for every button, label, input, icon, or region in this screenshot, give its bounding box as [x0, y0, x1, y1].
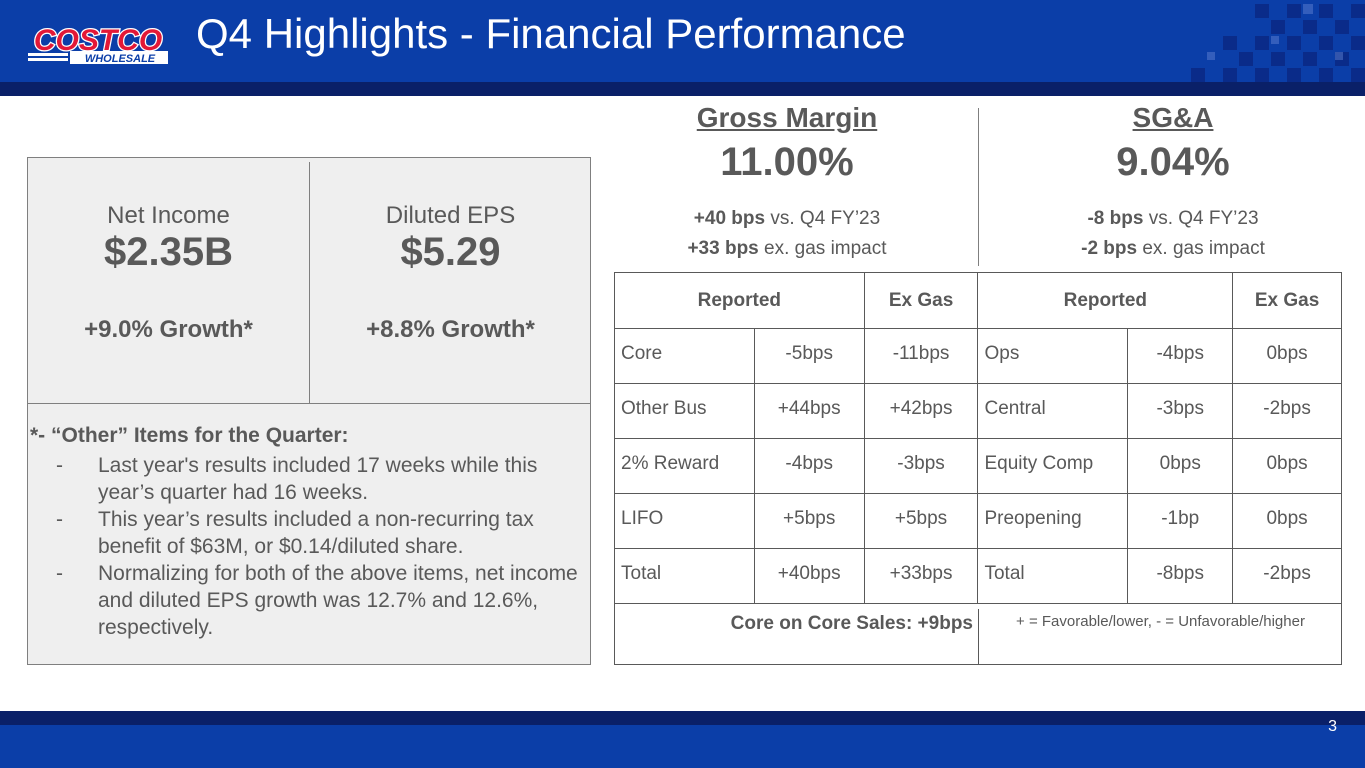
- sga-row-label: Ops: [977, 328, 1129, 384]
- panel-divider: [28, 403, 590, 404]
- income-eps-panel: Net Income $2.35B +9.0% Growth* Diluted …: [27, 157, 591, 665]
- sga-ex-gas-cell: 0bps: [1232, 493, 1342, 549]
- note-item: - Normalizing for both of the above item…: [30, 560, 586, 641]
- gross-margin-ex-gas: +33 bps ex. gas impact: [622, 234, 952, 264]
- metric-growth: +8.8% Growth*: [366, 316, 535, 343]
- table-row: Other Bus +44bps +42bps Central -3bps -2…: [614, 383, 1342, 439]
- sga-reported-cell: -8bps: [1127, 548, 1234, 604]
- gross-margin-ex-gas-bps: +33 bps: [687, 238, 759, 259]
- footer-stripe: [0, 711, 1365, 725]
- margin-breakdown-table: Reported Ex Gas Reported Ex Gas Core -5b…: [614, 272, 1342, 665]
- sga-reported-cell: -3bps: [1127, 383, 1234, 439]
- note-bullet: -: [56, 562, 63, 585]
- sga-reported-cell: -4bps: [1127, 328, 1234, 384]
- diluted-eps-metric: Diluted EPS $5.29 +8.8% Growth*: [310, 158, 591, 403]
- sga-reported-cell: -1bp: [1127, 493, 1234, 549]
- core-on-core-note: Core on Core Sales: +9bps: [730, 613, 973, 634]
- page-title: Q4 Highlights - Financial Performance: [196, 10, 906, 57]
- column-header-sga-ex-gas: Ex Gas: [1232, 272, 1342, 329]
- gross-margin-yoy-text: vs. Q4 FY’23: [765, 208, 881, 229]
- gm-row-label: LIFO: [614, 493, 755, 549]
- sga-ex-gas: -2 bps ex. gas impact: [1008, 234, 1338, 264]
- metric-divider: [309, 162, 310, 403]
- svg-text:WHOLESALE: WHOLESALE: [85, 53, 156, 65]
- table-row: LIFO +5bps +5bps Preopening -1bp 0bps: [614, 493, 1342, 549]
- table-header-row: Reported Ex Gas Reported Ex Gas: [614, 272, 1342, 329]
- slide-header: COSTCO WHOLESALE Q4 Highlights - Financi…: [0, 0, 1365, 82]
- note-item: - Last year's results included 17 weeks …: [30, 452, 586, 506]
- breakdown-grid: Reported Ex Gas Reported Ex Gas Core -5b…: [614, 272, 1342, 604]
- sga-yoy-bps: -8 bps: [1087, 208, 1144, 229]
- sga-row-label: Preopening: [977, 493, 1129, 549]
- gm-reported-cell: -5bps: [753, 328, 865, 384]
- gm-row-label: Other Bus: [614, 383, 755, 439]
- gm-row-label: 2% Reward: [614, 438, 755, 494]
- header-stripe: [0, 82, 1365, 96]
- sga-ex-gas-cell: -2bps: [1232, 383, 1342, 439]
- sga-ex-gas-cell: -2bps: [1232, 548, 1342, 604]
- gm-row-label: Core: [614, 328, 755, 384]
- summary-divider: [978, 108, 979, 266]
- note-item: - This year’s results included a non-rec…: [30, 506, 586, 560]
- gross-margin-ex-gas-text: ex. gas impact: [758, 238, 887, 259]
- sga-ex-gas-text: ex. gas impact: [1137, 238, 1265, 259]
- note-text: Last year's results included 17 weeks wh…: [98, 454, 538, 504]
- sga-row-label: Central: [977, 383, 1129, 439]
- metric-value: $2.35B: [104, 230, 233, 274]
- sga-ex-gas-cell: 0bps: [1232, 438, 1342, 494]
- note-bullet: -: [56, 454, 63, 477]
- table-row-total: Total +40bps +33bps Total -8bps -2bps: [614, 548, 1342, 604]
- metric-growth: +9.0% Growth*: [84, 316, 253, 343]
- gm-ex-gas-cell: -11bps: [863, 328, 979, 384]
- checker-pattern-decoration: [1191, 4, 1365, 82]
- gross-margin-value: 11.00%: [720, 140, 854, 184]
- table-row: 2% Reward -4bps -3bps Equity Comp 0bps 0…: [614, 438, 1342, 494]
- sga-row-label: Total: [977, 548, 1129, 604]
- gross-margin-title: Gross Margin: [696, 102, 878, 133]
- sga-ex-gas-cell: 0bps: [1232, 328, 1342, 384]
- sga-reported-cell: 0bps: [1127, 438, 1234, 494]
- net-income-metric: Net Income $2.35B +9.0% Growth*: [28, 158, 309, 403]
- gm-ex-gas-cell: -3bps: [863, 438, 979, 494]
- gm-ex-gas-cell: +5bps: [863, 493, 979, 549]
- metric-value: $5.29: [400, 230, 501, 274]
- note-text: Normalizing for both of the above items,…: [98, 562, 578, 639]
- note-bullet: -: [56, 508, 63, 531]
- sga-yoy-text: vs. Q4 FY’23: [1143, 208, 1259, 229]
- gm-row-label: Total: [614, 548, 755, 604]
- sga-title: SG&A: [1132, 102, 1214, 133]
- sga-row-label: Equity Comp: [977, 438, 1129, 494]
- gross-margin-yoy-bps: +40 bps: [693, 208, 766, 229]
- gm-reported-cell: -4bps: [753, 438, 865, 494]
- sga-summary: SG&A 9.04% -8 bps vs. Q4 FY’23 -2 bps ex…: [1008, 100, 1338, 264]
- legend-note: + = Favorable/lower, - = Unfavorable/hig…: [978, 609, 1342, 665]
- gm-reported-cell: +5bps: [753, 493, 865, 549]
- note-text: This year’s results included a non-recur…: [98, 508, 534, 558]
- gm-ex-gas-cell: +33bps: [863, 548, 979, 604]
- column-header-sga-reported: Reported: [977, 272, 1234, 329]
- gross-margin-yoy: +40 bps vs. Q4 FY’23: [622, 204, 952, 234]
- gm-reported-cell: +44bps: [753, 383, 865, 439]
- sga-value: 9.04%: [1116, 140, 1230, 184]
- gross-margin-summary: Gross Margin 11.00% +40 bps vs. Q4 FY’23…: [622, 100, 952, 264]
- column-header-gm-ex-gas: Ex Gas: [863, 272, 979, 329]
- metric-label: Diluted EPS: [385, 202, 516, 229]
- metric-label: Net Income: [107, 202, 230, 229]
- gm-reported-cell: +40bps: [753, 548, 865, 604]
- table-row: Core -5bps -11bps Ops -4bps 0bps: [614, 328, 1342, 384]
- gm-ex-gas-cell: +42bps: [863, 383, 979, 439]
- sga-ex-gas-bps: -2 bps: [1081, 238, 1138, 259]
- costco-logo: COSTCO WHOLESALE: [24, 20, 174, 68]
- page-number: 3: [1328, 718, 1337, 735]
- sga-yoy: -8 bps vs. Q4 FY’23: [1008, 204, 1338, 234]
- notes-heading: *- “Other” Items for the Quarter:: [30, 424, 349, 447]
- column-header-gm-reported: Reported: [614, 272, 865, 329]
- other-items-notes: *- “Other” Items for the Quarter: - Last…: [30, 424, 586, 641]
